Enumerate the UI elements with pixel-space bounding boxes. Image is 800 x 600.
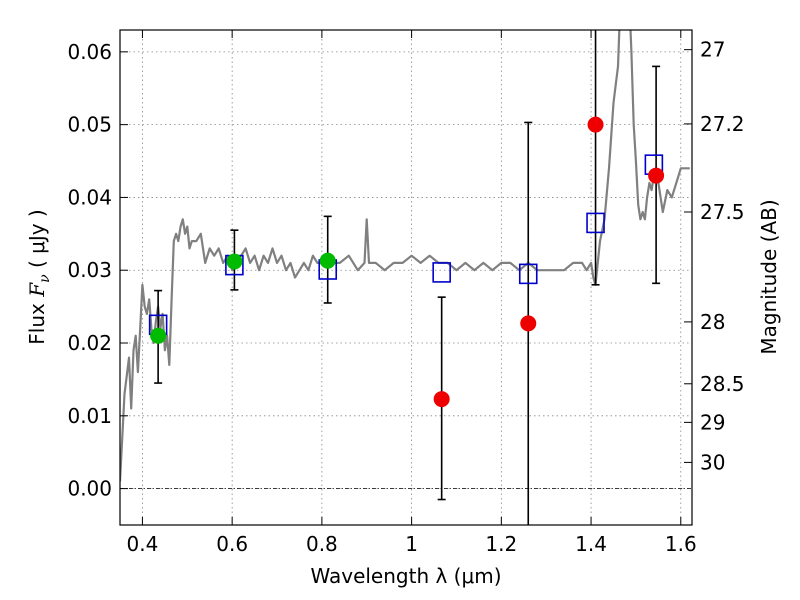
low-significance-point <box>587 116 604 133</box>
measured-flux-markers <box>150 116 665 408</box>
y2-tick-label: 30 <box>700 450 725 474</box>
y2-tick-label: 28.5 <box>700 372 745 396</box>
x-tick-label: 1.6 <box>665 532 697 556</box>
y-tick-label: 0.00 <box>67 477 112 501</box>
y-tick-labels: 0.00 0.01 0.02 0.03 0.04 0.05 0.06 <box>67 40 112 501</box>
y-tick-label: 0.04 <box>67 185 112 209</box>
x-tick-label: 0.8 <box>306 532 338 556</box>
y-tick-label: 0.05 <box>67 113 112 137</box>
x-axis-label: Wavelength λ (μm) <box>310 564 501 588</box>
y-tick-label: 0.01 <box>67 404 112 428</box>
y-tick-label: 0.06 <box>67 40 112 64</box>
model-photometry-marker <box>432 262 451 283</box>
x-tick-label: 1 <box>405 532 418 556</box>
y-tick-label: 0.03 <box>67 258 112 282</box>
y2-tick-label: 27.2 <box>700 112 745 136</box>
y-axis-label-symbol: F <box>25 282 49 298</box>
detection-point <box>226 253 243 270</box>
model-photometry-marker <box>586 212 605 234</box>
y2-tick-label: 27 <box>700 38 725 62</box>
x-tick-label: 0.4 <box>127 532 159 556</box>
y-tick-label: 0.02 <box>67 331 112 355</box>
y2-tick-labels: 27 27.2 27.5 28 28.5 29 30 <box>700 38 745 475</box>
y2-tick-label: 29 <box>700 410 725 434</box>
x-tick-label: 1.4 <box>575 532 607 556</box>
detection-point <box>319 252 336 269</box>
y-axis-label-prefix: Flux <box>25 297 49 345</box>
low-significance-point <box>520 315 537 332</box>
y-axis-label-subscript: ν <box>37 274 53 283</box>
low-significance-point <box>433 391 450 408</box>
x-tick-label: 1.2 <box>485 532 517 556</box>
ticks <box>120 30 692 525</box>
y2-tick-label: 28 <box>700 310 725 334</box>
detection-point <box>150 327 167 344</box>
model-photometry-marker <box>518 263 538 285</box>
y-axis-label: Flux Fν ( μJy ) <box>25 209 53 344</box>
y2-tick-label: 27.5 <box>700 200 745 224</box>
grid <box>120 30 692 525</box>
x-tick-label: 0.6 <box>216 532 248 556</box>
y2-axis-label: Magnitude (AB) <box>757 199 781 354</box>
low-significance-point <box>648 167 665 184</box>
y-axis-label-suffix: ( μJy ) <box>25 209 49 274</box>
plot-background <box>120 30 692 525</box>
plot-frame <box>119 29 693 526</box>
x-tick-labels: 0.4 0.6 0.8 1 1.2 1.4 1.6 <box>127 532 697 556</box>
